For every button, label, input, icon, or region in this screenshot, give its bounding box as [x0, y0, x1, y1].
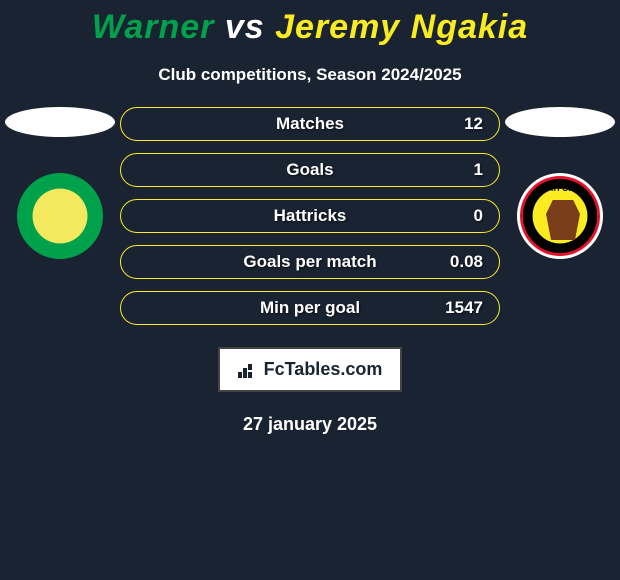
brand-badge[interactable]: FcTables.com — [218, 347, 403, 392]
stat-label: Hattricks — [274, 206, 347, 226]
stat-value: 1547 — [445, 298, 483, 318]
right-side — [500, 107, 620, 259]
stat-value: 12 — [464, 114, 483, 134]
date-text: 27 january 2025 — [243, 414, 377, 435]
stat-value: 1 — [474, 160, 483, 180]
team-right-crest — [517, 173, 603, 259]
stat-row-mpg: Min per goal 1547 — [120, 291, 500, 325]
player1-avatar — [5, 107, 115, 137]
stat-label: Matches — [276, 114, 344, 134]
subtitle: Club competitions, Season 2024/2025 — [0, 65, 620, 85]
brand-text: FcTables.com — [264, 359, 383, 380]
page-title: Warner vs Jeremy Ngakia — [0, 8, 620, 47]
barchart-icon — [238, 362, 258, 378]
stat-value: 0 — [474, 206, 483, 226]
player2-avatar — [505, 107, 615, 137]
stat-row-gpm: Goals per match 0.08 — [120, 245, 500, 279]
stat-label: Min per goal — [260, 298, 360, 318]
stat-value: 0.08 — [450, 252, 483, 272]
footer: FcTables.com 27 january 2025 — [0, 347, 620, 435]
main-area: Matches 12 Goals 1 Hattricks 0 Goals per… — [0, 107, 620, 325]
player2-name: Jeremy Ngakia — [275, 8, 528, 46]
team-left-crest — [17, 173, 103, 259]
player1-name: Warner — [92, 8, 215, 46]
stat-label: Goals — [286, 160, 333, 180]
vs-text: vs — [225, 8, 265, 46]
root: Warner vs Jeremy Ngakia Club competition… — [0, 0, 620, 435]
stat-row-hattricks: Hattricks 0 — [120, 199, 500, 233]
left-side — [0, 107, 120, 259]
stat-row-matches: Matches 12 — [120, 107, 500, 141]
stat-row-goals: Goals 1 — [120, 153, 500, 187]
stat-label: Goals per match — [243, 252, 376, 272]
stats-list: Matches 12 Goals 1 Hattricks 0 Goals per… — [120, 107, 500, 325]
